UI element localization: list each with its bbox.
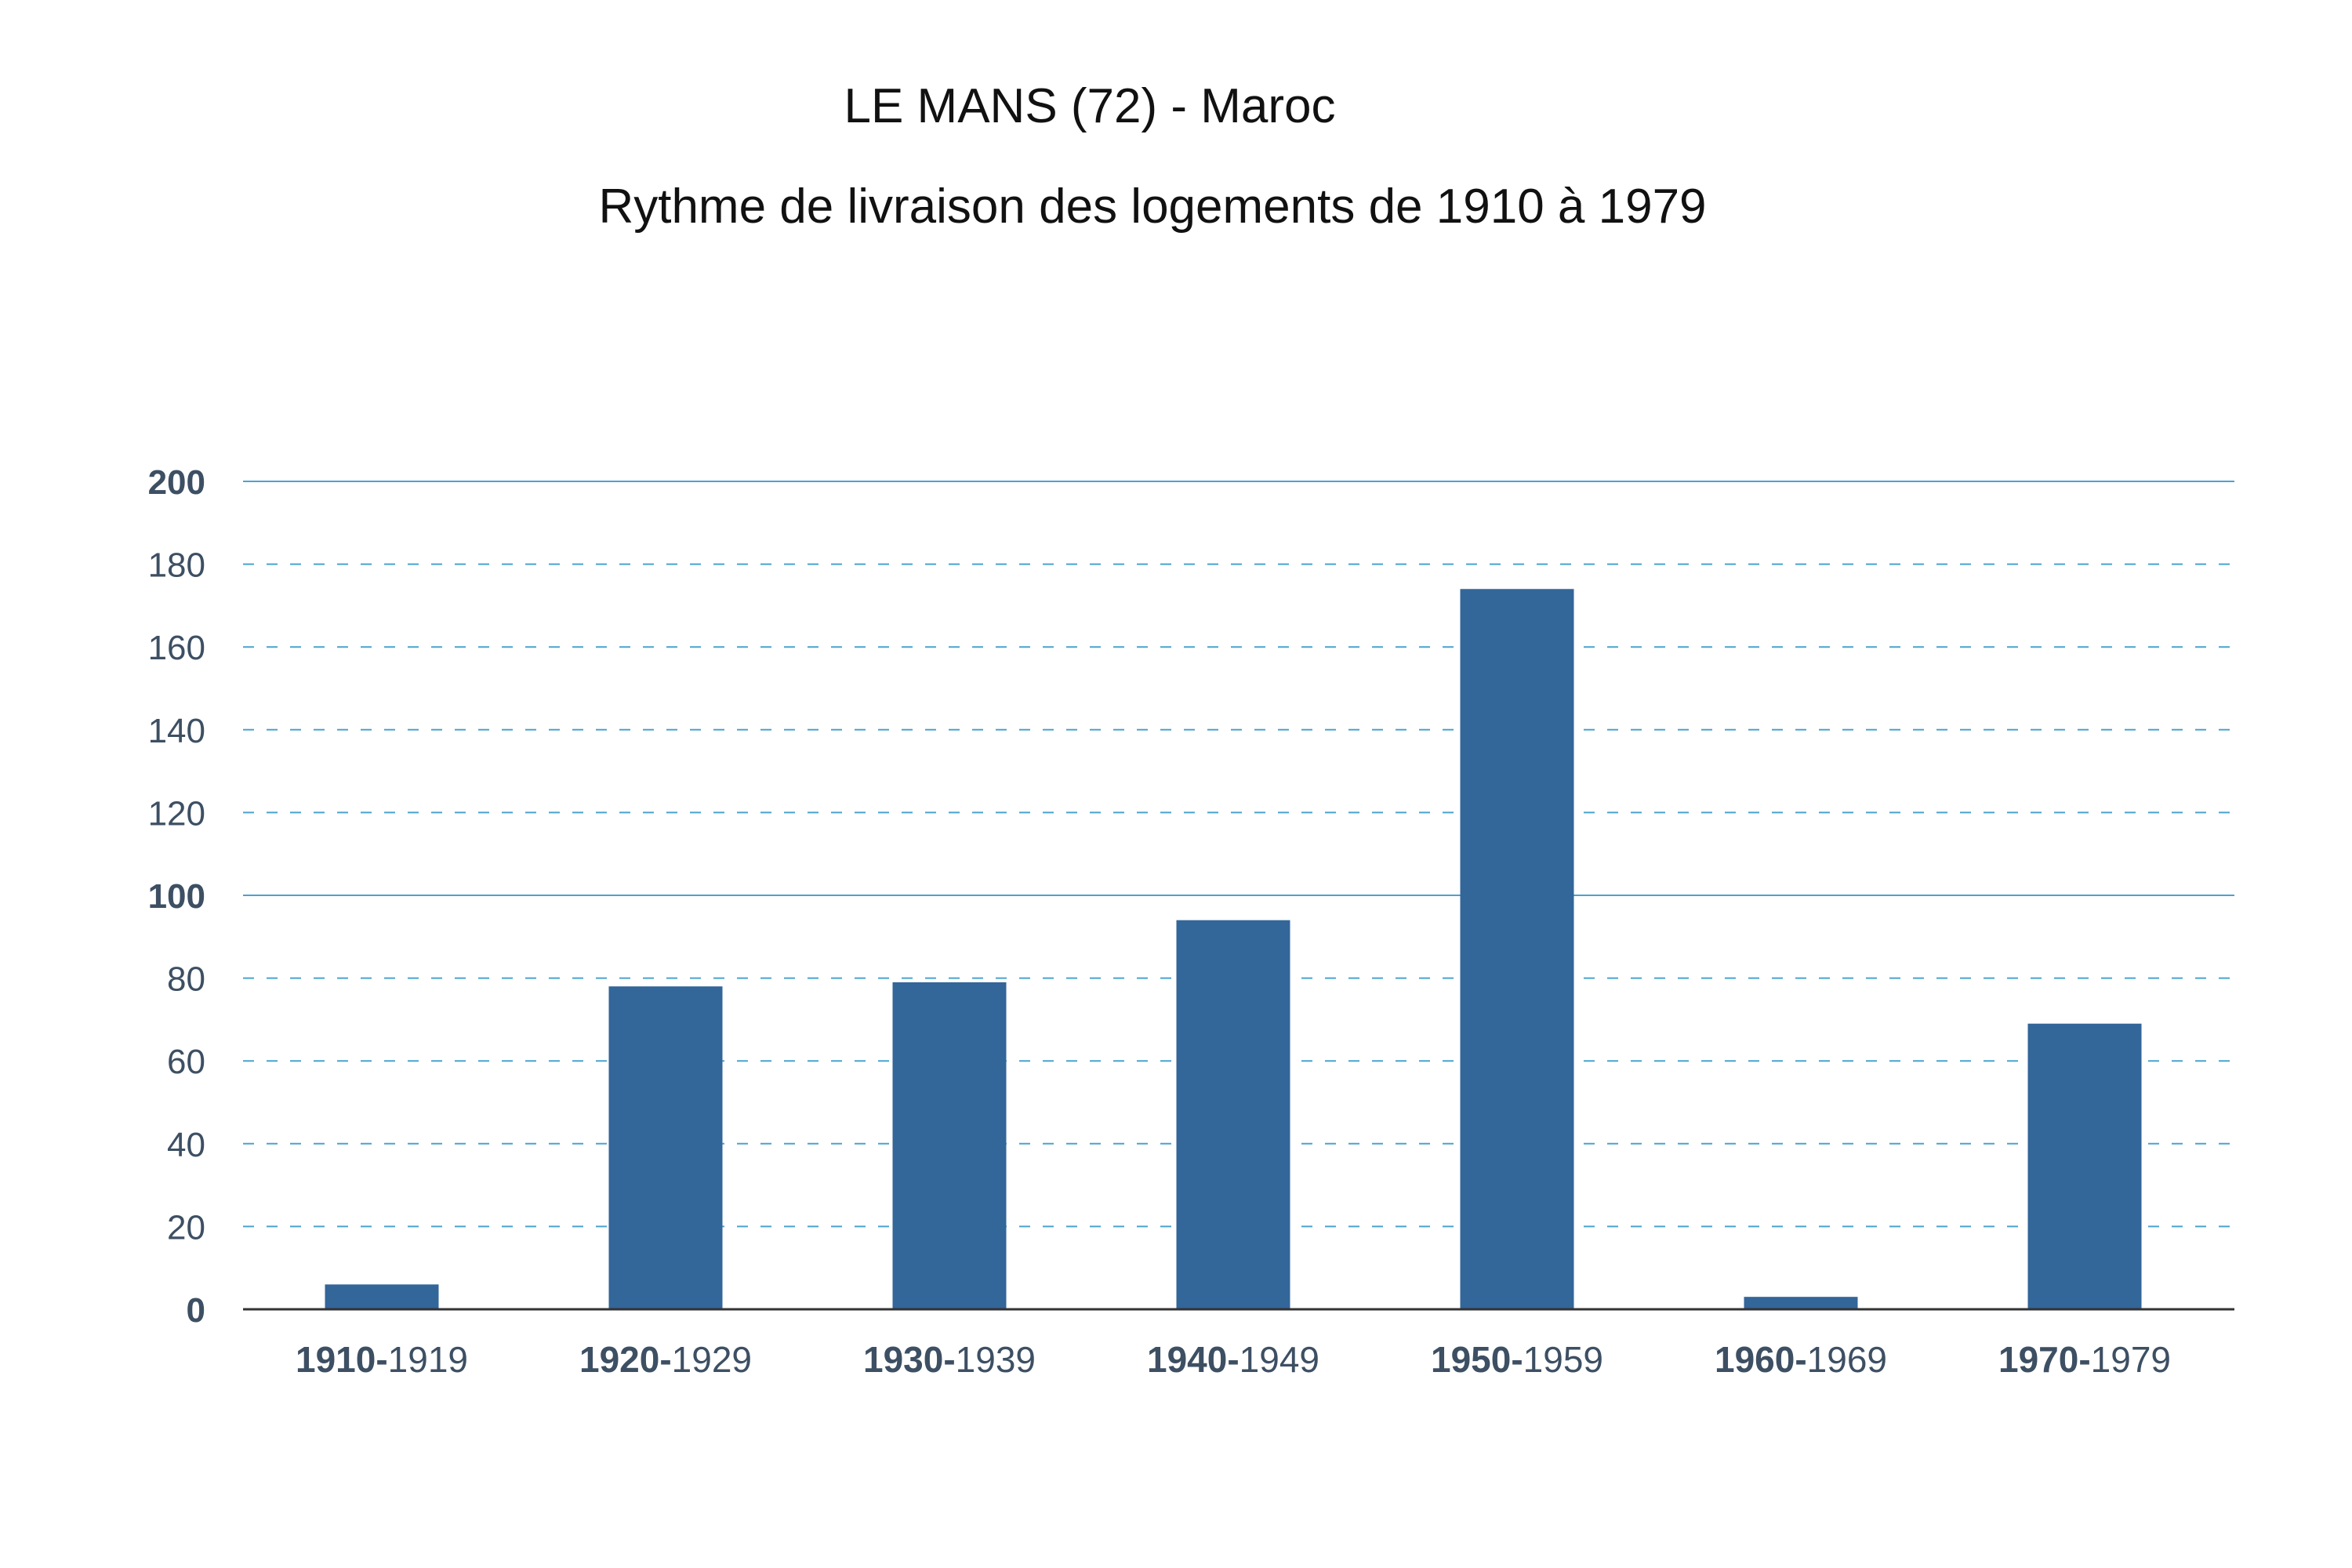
x-tick-label-end: 1919 bbox=[388, 1339, 468, 1380]
x-tick-label-start: 1910- bbox=[296, 1339, 388, 1380]
x-tick-label-1910-1919: 1910-1919 bbox=[296, 1339, 468, 1380]
y-tick-label-200: 200 bbox=[148, 463, 205, 502]
x-tick-label-end: 1979 bbox=[2091, 1339, 2171, 1380]
tick-labels: 0 20 40 60 80 100 120 140 160 180 200 1910-1919 1920… bbox=[148, 463, 2171, 1380]
x-tick-label-start: 1960- bbox=[1715, 1339, 1807, 1380]
y-tick-label-180: 180 bbox=[148, 546, 205, 585]
x-tick-label-start: 1940- bbox=[1147, 1339, 1240, 1380]
x-tick-label-end: 1959 bbox=[1523, 1339, 1603, 1380]
bar-1970-1979 bbox=[2027, 1023, 2142, 1309]
y-tick-label-20: 20 bbox=[167, 1208, 205, 1247]
bar-1960-1969 bbox=[1744, 1297, 1858, 1309]
y-tick-label-80: 80 bbox=[167, 960, 205, 999]
y-tick-label-160: 160 bbox=[148, 629, 205, 667]
x-tick-label-start: 1930- bbox=[863, 1339, 956, 1380]
x-tick-label-1960-1969: 1960-1969 bbox=[1715, 1339, 1887, 1380]
chart-subtitle: Rythme de livraison des logements de 191… bbox=[598, 180, 1707, 234]
chart-title: LE MANS (72) - Maroc bbox=[844, 79, 1336, 133]
y-tick-label-60: 60 bbox=[167, 1043, 205, 1081]
x-tick-label-end: 1929 bbox=[672, 1339, 752, 1380]
x-tick-label-start: 1950- bbox=[1431, 1339, 1523, 1380]
y-tick-label-100: 100 bbox=[148, 877, 205, 916]
x-tick-label-1970-1979: 1970-1979 bbox=[1998, 1339, 2171, 1380]
bar-1930-1939 bbox=[892, 982, 1007, 1309]
x-tick-label-1930-1939: 1930-1939 bbox=[863, 1339, 1036, 1380]
bar-1910-1919 bbox=[325, 1284, 439, 1309]
y-tick-label-140: 140 bbox=[148, 712, 205, 750]
x-tick-label-end: 1939 bbox=[956, 1339, 1036, 1380]
x-tick-label-end: 1949 bbox=[1240, 1339, 1319, 1380]
x-tick-label-1920-1929: 1920-1929 bbox=[579, 1339, 752, 1380]
x-tick-label-start: 1970- bbox=[1998, 1339, 2091, 1380]
bar-1940-1949 bbox=[1176, 920, 1290, 1309]
y-tick-label-40: 40 bbox=[167, 1126, 205, 1164]
bar-1920-1929 bbox=[608, 986, 723, 1309]
y-tick-label-120: 120 bbox=[148, 794, 205, 833]
x-tick-label-1950-1959: 1950-1959 bbox=[1431, 1339, 1603, 1380]
x-tick-label-end: 1969 bbox=[1807, 1339, 1887, 1380]
bar-1950-1959 bbox=[1460, 589, 1574, 1309]
bars bbox=[325, 589, 2142, 1309]
x-tick-label-1940-1949: 1940-1949 bbox=[1147, 1339, 1319, 1380]
x-tick-label-start: 1920- bbox=[579, 1339, 672, 1380]
y-tick-label-0: 0 bbox=[187, 1291, 205, 1330]
